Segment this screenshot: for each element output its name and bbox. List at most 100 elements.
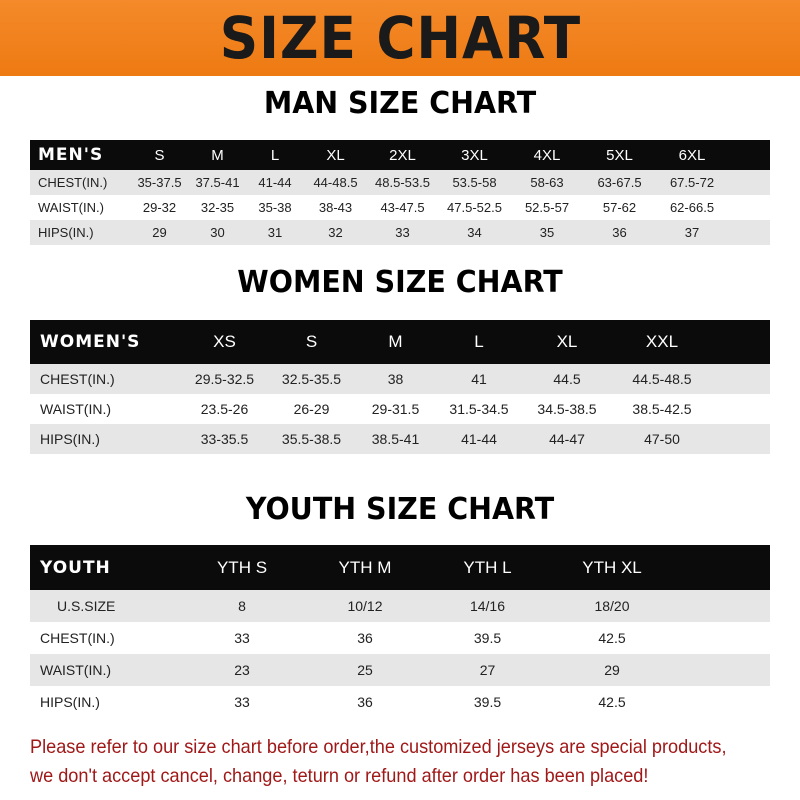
table-cell: S xyxy=(154,146,165,164)
table-cell: 38.5-42.5 xyxy=(632,401,692,417)
table-row: WAIST(IN.) 23 25 27 29 xyxy=(30,654,770,686)
table-cell: 31.5-34.5 xyxy=(449,401,509,417)
table-cell: 10/12 xyxy=(347,598,383,614)
table-row: HIPS(IN.) 33 36 39.5 42.5 xyxy=(30,686,770,718)
table-cell: 53.5-58 xyxy=(452,175,497,190)
table-cell: 32 xyxy=(328,225,343,240)
row-label: HIPS(IN.) xyxy=(38,225,94,240)
table-cell: 41-44 xyxy=(258,175,292,190)
table-cell: 3XL xyxy=(461,146,488,164)
table-cell: 37 xyxy=(684,225,700,240)
table-cell: 39.5 xyxy=(473,630,502,646)
table-row: HIPS(IN.) 29 30 31 32 33 34 35 36 37 xyxy=(30,220,770,245)
table-cell: 44-48.5 xyxy=(313,175,358,190)
row-label: CHEST(IN.) xyxy=(38,175,108,190)
table-row: CHEST(IN.) 33 36 39.5 42.5 xyxy=(30,622,770,654)
row-label: WAIST(IN.) xyxy=(40,401,112,417)
table-row: WAIST(IN.) 29-32 32-35 35-38 38-43 43-47.5 47.… xyxy=(30,195,770,220)
table-cell: 23 xyxy=(234,662,250,678)
table-cell: 42.5 xyxy=(598,630,626,646)
table-cell: 58-63 xyxy=(530,175,564,190)
table-cell: 27 xyxy=(479,662,496,678)
table-cell: 44-47 xyxy=(549,431,585,447)
table-cell: M xyxy=(211,146,224,164)
table-cell: 29.5-32.5 xyxy=(194,371,255,387)
table-cell: 35.5-38.5 xyxy=(281,431,342,447)
table-cell: 8 xyxy=(238,598,246,614)
table-cell: 35-38 xyxy=(258,200,292,215)
row-label: U.S.SIZE xyxy=(57,598,116,614)
table-cell: 67.5-72 xyxy=(669,175,715,190)
women-table: WOMEN'S XS S M L XL XXL CHEST(IN.) 29.5-32.5 32.5… xyxy=(30,320,770,454)
table-cell: 38-43 xyxy=(318,200,353,215)
table-cell: 26-29 xyxy=(293,401,330,417)
table-cell: 33 xyxy=(234,694,250,710)
row-label: WOMEN'S xyxy=(40,332,141,352)
table-cell: 44.5-48.5 xyxy=(632,371,692,387)
table-cell: YTH XL xyxy=(582,557,642,577)
table-cell: L xyxy=(474,332,484,351)
header-row: MEN'S S M L XL 2XL 3XL 4XL 5XL 6XL xyxy=(30,140,770,170)
row-label: CHEST(IN.) xyxy=(40,371,115,387)
table-cell: 2XL xyxy=(389,146,416,164)
table-cell: 33-35.5 xyxy=(200,431,249,447)
row-label: WAIST(IN.) xyxy=(38,200,104,215)
table-cell: 44.5 xyxy=(553,371,581,387)
table-cell: 29-32 xyxy=(142,200,177,215)
table-cell: 57-62 xyxy=(602,200,637,215)
table-cell: 39.5 xyxy=(473,694,502,710)
table-row: WAIST(IN.) 23.5-26 26-29 29-31.5 31.5-34.5 34… xyxy=(30,394,770,424)
table-cell: 29 xyxy=(152,225,167,240)
table-row: HIPS(IN.) 33-35.5 35.5-38.5 38.5-41 41-44 44-… xyxy=(30,424,770,454)
order-notice: Please refer to our size chart before or… xyxy=(30,733,737,791)
women-title: WOMEN SIZE CHART xyxy=(237,265,563,300)
table-cell: 29 xyxy=(604,662,620,678)
table-cell: 42.5 xyxy=(598,694,626,710)
table-cell: 29-31.5 xyxy=(371,401,420,417)
youth-table: YOUTH YTH S YTH M YTH L YTH XL U.S.SIZE 8 10/12… xyxy=(30,545,770,718)
table-cell: 18/20 xyxy=(594,598,630,614)
table-cell: 33 xyxy=(395,225,410,240)
table-cell: 41-44 xyxy=(461,431,497,447)
table-cell: YTH L xyxy=(463,557,512,577)
men-title: MAN SIZE CHART xyxy=(263,86,537,121)
table-cell: 32-35 xyxy=(200,200,235,215)
table-row: CHEST(IN.) 29.5-32.5 32.5-35.5 38 41 44.5 44.5… xyxy=(30,364,770,394)
row-label: WAIST(IN.) xyxy=(40,662,112,678)
table-cell: 38 xyxy=(387,371,404,387)
table-cell: 36 xyxy=(612,225,627,240)
table-cell: 23.5-26 xyxy=(200,401,249,417)
table-cell: 34 xyxy=(467,225,482,240)
table-cell: 48.5-53.5 xyxy=(375,175,430,190)
page-title: SIZE CHART xyxy=(219,4,581,72)
table-cell: 34.5-38.5 xyxy=(537,401,597,417)
table-cell: 63-67.5 xyxy=(597,175,642,190)
table-cell: 41 xyxy=(471,371,487,387)
table-row: U.S.SIZE 8 10/12 14/16 18/20 xyxy=(30,590,770,622)
table-cell: 30 xyxy=(210,225,225,240)
table-cell: 36 xyxy=(357,694,373,710)
table-cell: 37.5-41 xyxy=(195,175,240,190)
table-cell: S xyxy=(305,332,318,351)
table-cell: 4XL xyxy=(533,146,561,164)
row-label: MEN'S xyxy=(38,145,104,165)
table-cell: YTH M xyxy=(338,557,392,577)
row-label: CHEST(IN.) xyxy=(40,630,115,646)
header-row: YOUTH YTH S YTH M YTH L YTH XL xyxy=(30,545,770,590)
table-cell: XL xyxy=(326,146,345,164)
table-row: CHEST(IN.) 35-37.5 37.5-41 41-44 44-48.5 48.5… xyxy=(30,170,770,195)
table-cell: 43-47.5 xyxy=(380,200,425,215)
table-cell: 14/16 xyxy=(469,598,506,614)
table-cell: XS xyxy=(213,332,236,351)
table-cell: 62-66.5 xyxy=(669,200,715,215)
notice-line: Please refer to our size chart before or… xyxy=(30,736,727,758)
table-cell: 47.5-52.5 xyxy=(447,200,502,215)
row-label: YOUTH xyxy=(40,557,111,578)
table-cell: 32.5-35.5 xyxy=(281,371,342,387)
table-cell: 52.5-57 xyxy=(524,200,570,215)
table-cell: 6XL xyxy=(678,146,706,164)
row-label: HIPS(IN.) xyxy=(40,431,100,447)
table-cell: XL xyxy=(556,332,578,351)
banner: SIZE CHART xyxy=(0,0,800,76)
notice-line: we don't accept cancel, change, teturn o… xyxy=(30,765,649,787)
